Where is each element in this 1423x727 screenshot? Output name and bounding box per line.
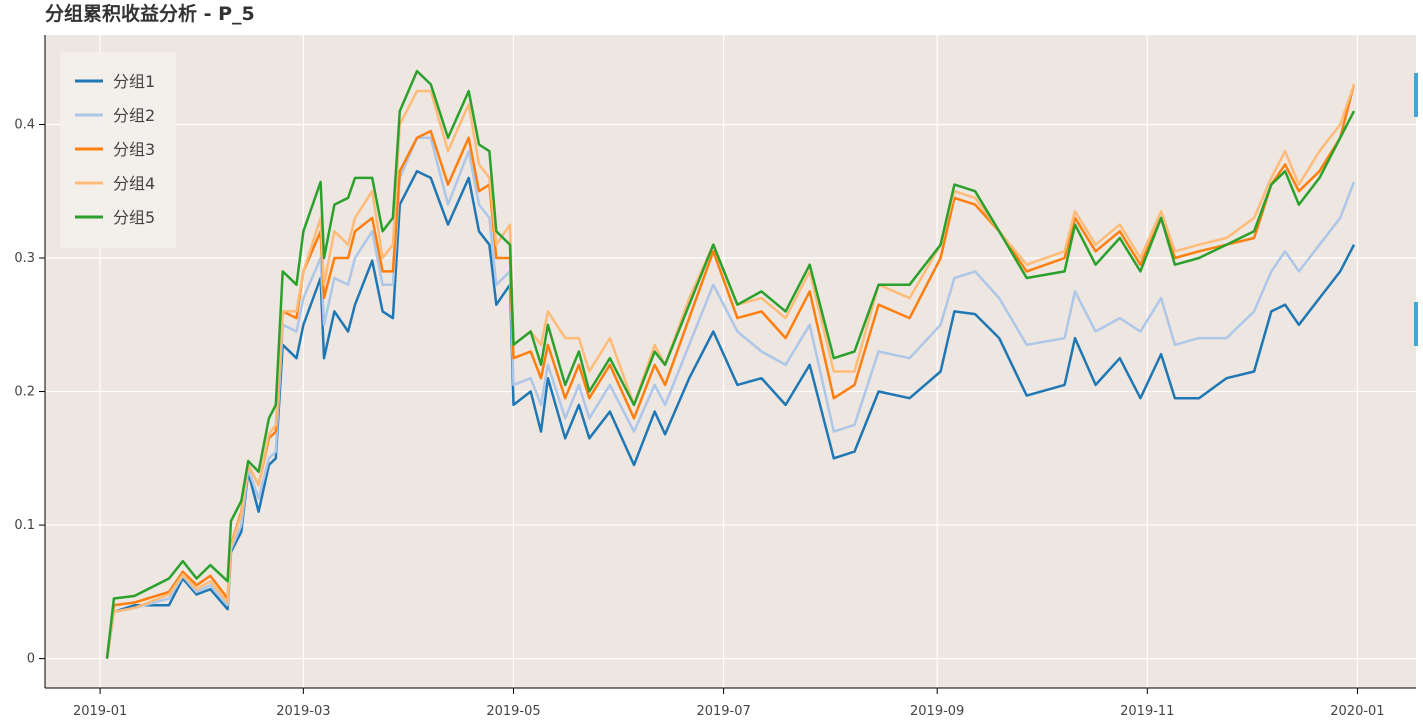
x-tick-label: 2020-01 [1330,704,1384,719]
y-tick-label: 0.4 [14,117,35,132]
toolbar-indicator [1414,73,1418,117]
y-tick-label: 0.3 [14,251,35,266]
series-line [105,84,1356,659]
y-tick-label: 0 [27,652,35,667]
axes: 0 0.1 0.2 0.3 0.4 2019-01 2019-03 2019-05 2019-0… [14,35,1416,719]
legend-label: 分组5 [113,208,155,227]
x-tick-label: 2019-09 [910,704,964,719]
toolbar-indicator [1414,302,1418,346]
x-tick-label: 2019-03 [276,704,330,719]
series-line [105,169,1356,659]
legend: 分组1 分组2 分组3 分组4 分组5 [60,52,176,248]
legend-label: 分组1 [113,72,155,91]
legend-label: 分组4 [113,174,155,193]
x-tick-label: 2019-05 [486,704,540,719]
x-tick-label: 2019-11 [1120,704,1174,719]
series-line [105,83,1356,659]
series-line [105,69,1356,659]
y-tick-label: 0.1 [14,518,35,533]
x-tick-label: 2019-01 [73,704,127,719]
x-tick-label: 2019-07 [696,704,750,719]
legend-label: 分组2 [113,106,155,125]
y-tick-label: 0.2 [14,385,35,400]
legend-label: 分组3 [113,140,155,159]
series-line [105,136,1356,659]
plot-background [45,35,1416,688]
lines [105,69,1356,659]
chart-title: 分组累积收益分析 - P_5 [45,2,255,25]
